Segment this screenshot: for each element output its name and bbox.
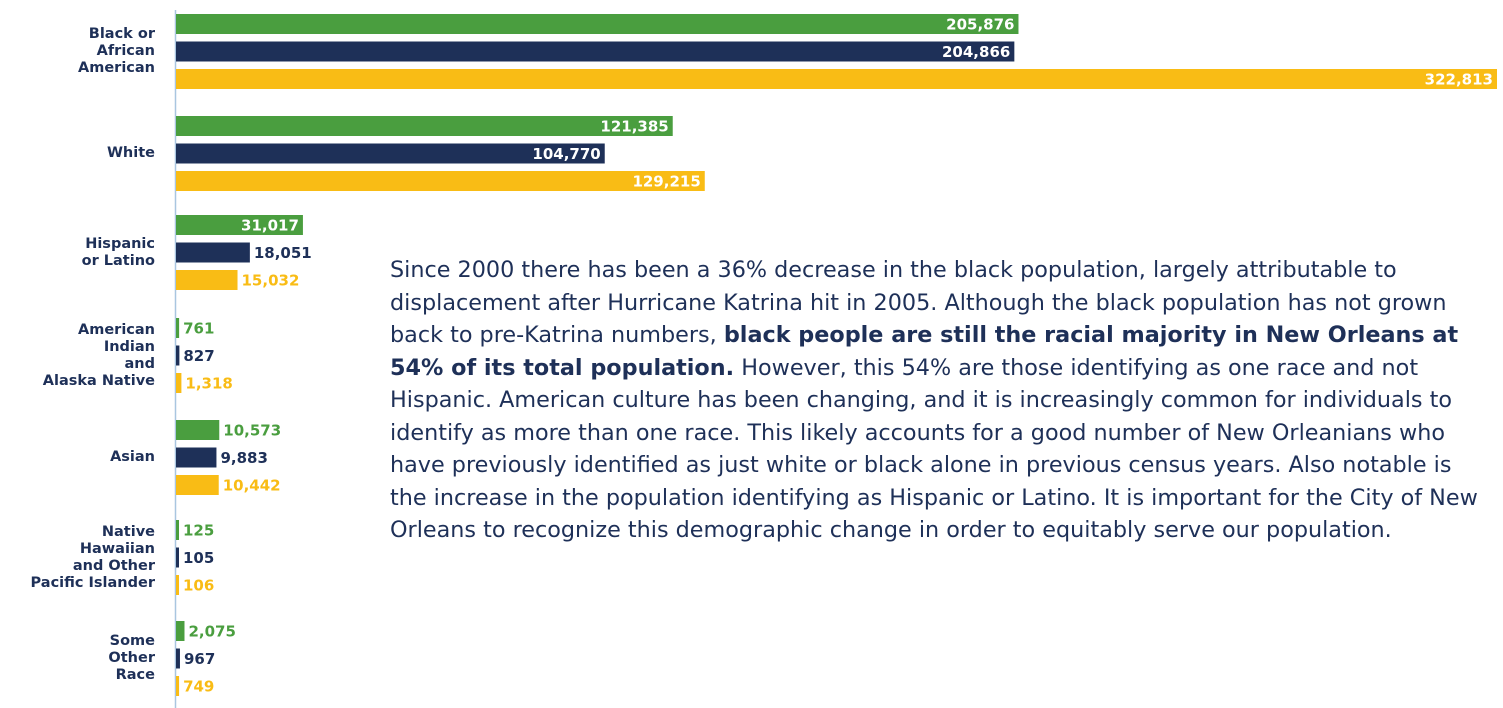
bar	[176, 41, 1015, 62]
category-label: Native Hawaiian and Other Pacific Island…	[30, 523, 155, 591]
bar	[176, 270, 238, 290]
bar	[176, 171, 705, 191]
bar	[176, 420, 220, 440]
category-label: Some Other Race	[108, 633, 155, 684]
bar	[176, 215, 303, 235]
value-label: 204,866	[942, 43, 1010, 61]
category-label: Asian	[110, 449, 155, 466]
bar	[176, 373, 182, 393]
value-label: 10,573	[223, 422, 281, 440]
bar	[176, 621, 185, 641]
category-label: Hispanic or Latino	[81, 235, 155, 269]
value-label: 125	[183, 522, 214, 540]
value-label: 31,017	[241, 217, 299, 235]
value-label: 967	[184, 650, 215, 668]
bar	[176, 116, 673, 136]
value-label: 749	[183, 678, 214, 696]
bar	[176, 447, 217, 468]
paragraph-text: Since 2000 there has been a 36% decrease…	[390, 257, 1447, 348]
value-label: 10,442	[223, 477, 281, 495]
category-label: Black or African American	[78, 26, 155, 77]
value-label: 106	[183, 577, 214, 595]
paragraph-bold: black people are still the racial majori…	[390, 322, 1459, 381]
value-label: 9,883	[220, 449, 267, 467]
bar	[176, 547, 179, 568]
value-label: 827	[183, 347, 214, 365]
value-label: 322,813	[1425, 71, 1493, 89]
bar	[176, 318, 180, 338]
bar	[176, 345, 180, 366]
bar	[176, 242, 250, 263]
value-label: 18,051	[254, 244, 312, 262]
paragraph-text: However, this 54% are those identifying …	[390, 354, 1478, 544]
value-label: 205,876	[946, 16, 1014, 34]
category-label: American Indian and Alaska Native	[42, 321, 155, 389]
value-label: 129,215	[632, 173, 700, 191]
bar	[176, 143, 605, 164]
bar	[176, 520, 179, 540]
value-label: 1,318	[185, 375, 232, 393]
bar	[176, 676, 180, 696]
value-label: 761	[183, 320, 214, 338]
bar	[176, 69, 1497, 89]
bar	[176, 475, 219, 495]
value-label: 104,770	[532, 145, 600, 163]
category-label: White	[106, 145, 155, 162]
value-label: 2,075	[188, 623, 235, 641]
value-label: 15,032	[242, 272, 300, 290]
bar	[176, 648, 180, 669]
value-label: 121,385	[600, 118, 668, 136]
paragraph: Since 2000 there has been a 36% decrease…	[390, 254, 1495, 547]
value-label: 105	[183, 549, 214, 567]
bar	[176, 575, 179, 595]
bar	[176, 14, 1019, 34]
